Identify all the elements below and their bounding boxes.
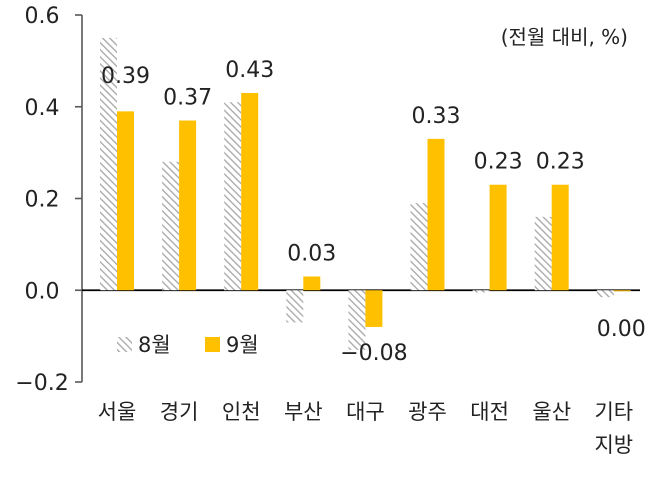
- bar-aug: [224, 102, 242, 291]
- bar-sep: [303, 276, 321, 291]
- bar-sep: [427, 138, 445, 291]
- data-label: 0.39: [101, 64, 150, 89]
- category-label: 광주: [408, 400, 447, 424]
- bar-aug: [100, 37, 117, 291]
- category-label: 경기: [160, 400, 199, 424]
- bar-sep: [179, 120, 197, 291]
- bar-aug: [410, 203, 428, 291]
- bar-aug: [472, 290, 490, 293]
- data-label: 0.33: [412, 104, 461, 129]
- category-label: 기타: [594, 400, 633, 424]
- y-tick-label: 0.2: [25, 188, 60, 213]
- category-label: 인천: [222, 400, 261, 424]
- bar-sep: [551, 184, 569, 291]
- y-tick-label: 0.4: [25, 96, 60, 121]
- data-label: 0.00: [597, 317, 646, 342]
- category-label: 울산: [532, 400, 571, 424]
- data-label: 0.37: [163, 86, 212, 111]
- legend-label-sep: 9월: [226, 333, 259, 357]
- category-label: 대전: [470, 400, 509, 424]
- y-tick-label: 0.0: [25, 279, 60, 304]
- bar-sep: [241, 92, 259, 291]
- y-tick-label: −0.2: [15, 371, 68, 396]
- legend-swatch-aug: [117, 337, 132, 352]
- bar-sep: [365, 290, 383, 327]
- y-tick-label: 0.6: [25, 4, 60, 29]
- bar-aug: [534, 216, 552, 291]
- unit-label: (전월 대비, %): [501, 25, 628, 49]
- category-label: 서울: [98, 400, 137, 424]
- legend-label-aug: 8월: [138, 333, 171, 357]
- data-label: 0.43: [225, 58, 274, 83]
- category-label: 지방: [594, 433, 633, 457]
- data-label: 0.23: [536, 150, 585, 175]
- bar-aug: [162, 161, 180, 291]
- bar-sep: [613, 290, 631, 292]
- data-label: 0.23: [474, 150, 523, 175]
- data-label: −0.08: [340, 341, 407, 366]
- legend-swatch-sep: [205, 337, 220, 352]
- bar-sep: [489, 184, 507, 291]
- bar-aug: [348, 290, 366, 350]
- data-label: 0.03: [287, 241, 336, 266]
- category-label: 부산: [284, 400, 323, 424]
- bar-aug: [286, 290, 304, 323]
- category-label: 대구: [346, 400, 385, 424]
- bar-aug: [596, 290, 614, 298]
- bar-sep: [117, 111, 134, 291]
